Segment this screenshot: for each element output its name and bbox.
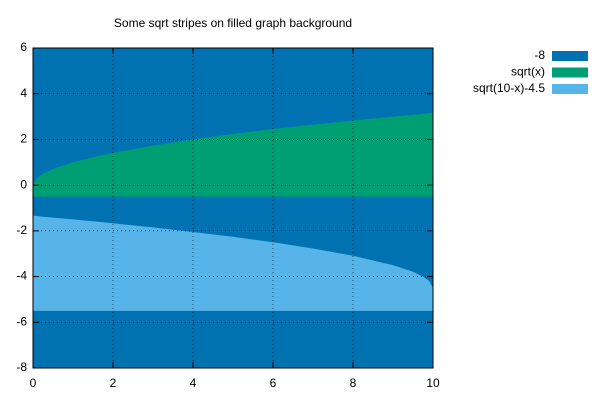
area bbox=[33, 48, 433, 368]
x-tick-label: 6 bbox=[270, 376, 277, 390]
legend-label: sqrt(10-x)-4.5 bbox=[473, 81, 545, 95]
area bbox=[33, 112, 433, 197]
legend-label: -8 bbox=[534, 48, 545, 62]
y-tick-label: 0 bbox=[20, 177, 27, 191]
y-tick-label: -6 bbox=[16, 314, 27, 328]
y-tick-label: -2 bbox=[16, 223, 27, 237]
chart-title: Some sqrt stripes on filled graph backgr… bbox=[114, 16, 352, 30]
x-tick-label: 4 bbox=[190, 376, 197, 390]
x-tick-label: 8 bbox=[350, 376, 357, 390]
y-tick-label: 2 bbox=[20, 132, 27, 146]
y-tick-label: -8 bbox=[16, 360, 27, 374]
x-tick-label: 2 bbox=[110, 376, 117, 390]
plot-border bbox=[32, 47, 434, 369]
x-tick-label: 0 bbox=[30, 376, 37, 390]
y-tick-label: -4 bbox=[16, 269, 27, 283]
area bbox=[33, 215, 433, 311]
legend-swatch bbox=[552, 67, 588, 78]
y-tick-label: 6 bbox=[20, 40, 27, 54]
legend-swatch bbox=[552, 84, 588, 94]
legend-label: sqrt(x) bbox=[511, 65, 545, 79]
y-tick-label: 4 bbox=[20, 86, 27, 100]
legend-swatch bbox=[552, 51, 588, 61]
x-tick-label: 10 bbox=[426, 376, 440, 390]
